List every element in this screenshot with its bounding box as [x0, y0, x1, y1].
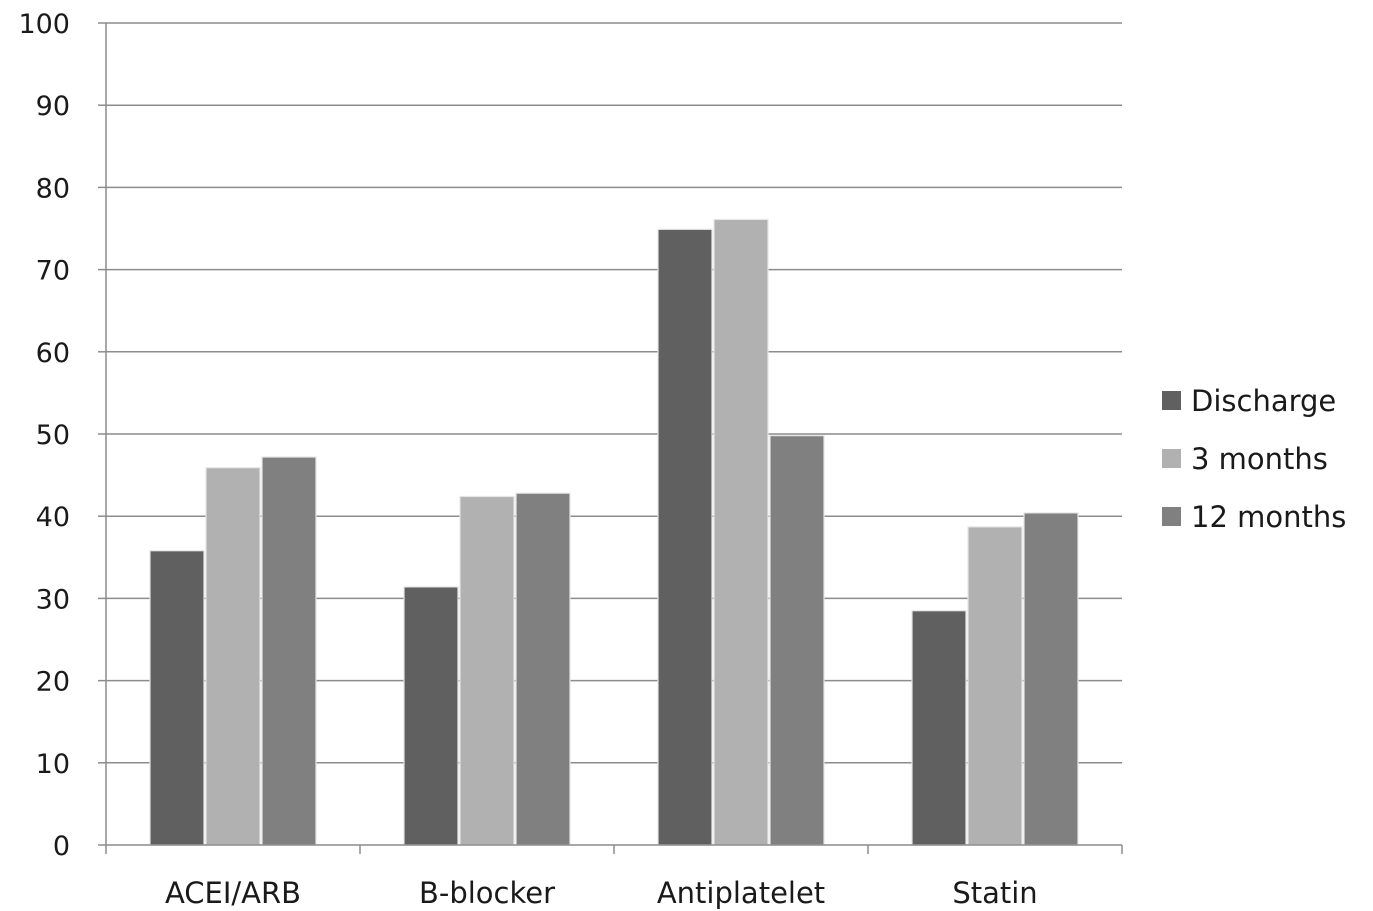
bar-12-months — [515, 492, 571, 846]
legend-label: 3 months — [1191, 442, 1328, 476]
y-tick-label: 90 — [36, 91, 70, 122]
y-tick-label: 20 — [36, 667, 70, 698]
bar-3-months — [713, 218, 769, 846]
x-category-label: Antiplatelet — [657, 876, 825, 910]
bar-discharge — [403, 586, 459, 846]
legend-swatch — [1162, 449, 1181, 468]
legend-swatch — [1162, 391, 1181, 410]
x-category-label: Statin — [952, 876, 1037, 910]
bar-3-months — [967, 526, 1023, 846]
y-tick-label: 10 — [36, 749, 70, 780]
legend-label: 12 months — [1191, 500, 1346, 534]
bar-discharge — [911, 610, 967, 846]
bar-discharge — [657, 228, 713, 846]
legend: Discharge 3 months 12 months — [1162, 384, 1346, 534]
legend-swatch — [1162, 507, 1181, 526]
x-category-label: B-blocker — [419, 876, 555, 910]
y-tick-label: 0 — [53, 831, 70, 862]
legend-label: Discharge — [1191, 384, 1336, 418]
bar-12-months — [769, 435, 825, 846]
y-tick-label: 80 — [36, 173, 70, 204]
bar-3-months — [459, 495, 515, 846]
y-tick-label: 60 — [36, 338, 70, 369]
x-category-label: ACEI/ARB — [165, 876, 301, 910]
bar-3-months — [205, 467, 261, 846]
bar-discharge — [149, 550, 205, 846]
y-tick-label: 30 — [36, 584, 70, 615]
bar-12-months — [1023, 512, 1079, 846]
bars — [149, 218, 1079, 846]
y-tick-label: 40 — [36, 502, 70, 533]
y-tick-label: 70 — [36, 256, 70, 287]
y-axis-ticks: 0 10 20 30 40 50 60 70 80 90 100 — [18, 9, 106, 862]
bar-12-months — [261, 456, 317, 846]
axes — [105, 23, 1123, 854]
y-tick-label: 50 — [36, 420, 70, 451]
y-tick-label: 100 — [18, 9, 70, 40]
x-axis-labels: ACEI/ARB B-blocker Antiplatelet Statin — [165, 876, 1038, 910]
